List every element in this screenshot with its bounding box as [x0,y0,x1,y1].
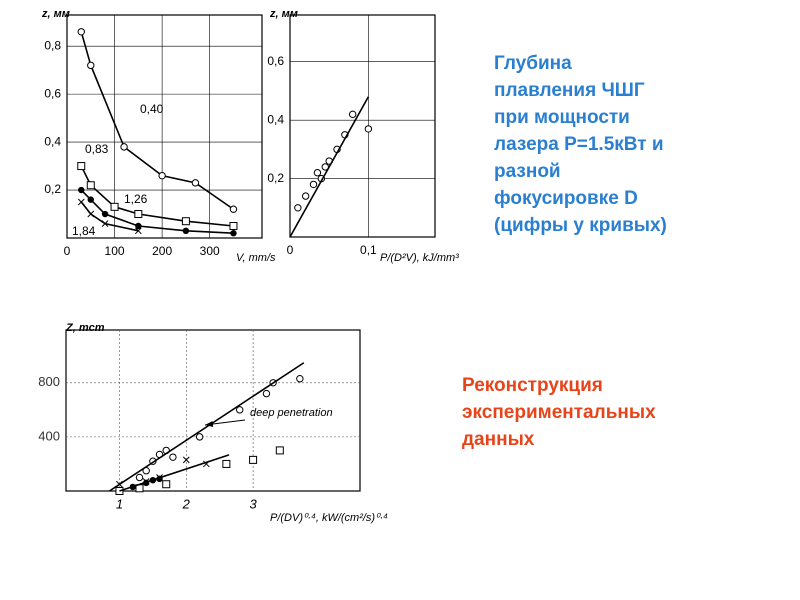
point [87,196,94,203]
point [296,375,304,383]
series-line [80,201,139,232]
heading-line: Глубина [494,53,572,74]
y-axis-label: Z, mcm [65,322,105,334]
point [262,389,271,398]
point [191,179,200,187]
point [313,169,322,177]
point [77,28,85,36]
point [134,227,142,235]
point [182,227,190,235]
point [135,222,142,230]
y-axis-label: z, мм [41,8,70,20]
point [110,202,119,211]
heading-line: разной [494,161,561,182]
curve-label: 0,83 [85,142,109,156]
point [77,162,86,171]
x-tick-label: 100 [105,244,125,258]
x-tick-label: 2 [182,496,191,511]
y-tick-label: 0,2 [44,182,61,196]
point [169,453,177,461]
heading-line: при мощности [494,107,630,128]
x-tick-label: 300 [200,244,220,258]
point [134,210,143,219]
point [77,198,85,206]
x-tick-label: 0 [64,244,71,258]
note-line: Реконструкция [462,375,603,396]
curve-label: 1,84 [72,224,96,238]
point [181,217,190,226]
point [301,192,310,200]
x-axis-label: P/(D²V), kJ/mm³ [380,252,459,264]
point [135,473,144,482]
heading-line: лазера P=1.5кВт и [494,134,664,155]
point [195,433,204,441]
point [158,171,166,180]
point [236,406,244,414]
point [309,180,318,189]
series-line [289,96,370,238]
point [230,230,237,237]
series-line [108,362,305,492]
y-tick-label: 0,6 [267,54,284,68]
x-tick-label: 0 [287,243,294,257]
x-tick-label: 200 [152,244,172,258]
y-tick-label: 0,4 [44,134,61,148]
plot-frame [289,14,436,238]
point [87,61,95,70]
x-tick-label: 3 [249,496,257,511]
y-tick-label: 400 [38,428,60,443]
point [78,186,85,194]
heading-line: фокусировке D [494,188,638,209]
heading-line: плавления ЧШГ [494,80,645,101]
point [101,210,109,218]
x-axis-label: V, mm/s [236,252,276,264]
point [222,459,231,468]
y-tick-label: 0,6 [44,86,61,100]
point [364,125,373,133]
point [86,181,95,190]
y-axis-label: z, мм [269,8,298,20]
point [229,205,238,213]
x-tick-label: 1 [116,496,123,511]
y-tick-label: 800 [38,374,60,389]
x-axis-label: P/(DV)⁰·⁴, kW/(cm²/s)⁰·⁴ [270,512,388,524]
x-tick-label: 0,1 [360,243,377,257]
point [275,446,284,455]
note-line: данных [462,429,535,450]
plot-frame [65,329,361,492]
y-tick-label: 0,2 [267,171,284,185]
curve-label: 1,26 [124,192,148,206]
point [182,456,190,464]
annotation: deep penetration [250,407,333,419]
point [120,143,128,151]
point [294,204,302,212]
note-line: экспериментальных [462,402,656,423]
curve-label: 0,40 [140,102,164,116]
point [249,455,258,464]
point [101,220,109,227]
y-tick-label: 0,4 [267,112,284,126]
heading-line: (цифры у кривых) [494,215,667,236]
series-line [119,454,230,492]
point [349,110,357,119]
point [229,222,238,231]
point [87,210,95,218]
series-line [80,31,234,210]
y-tick-label: 0,8 [44,38,61,52]
point [162,480,171,489]
